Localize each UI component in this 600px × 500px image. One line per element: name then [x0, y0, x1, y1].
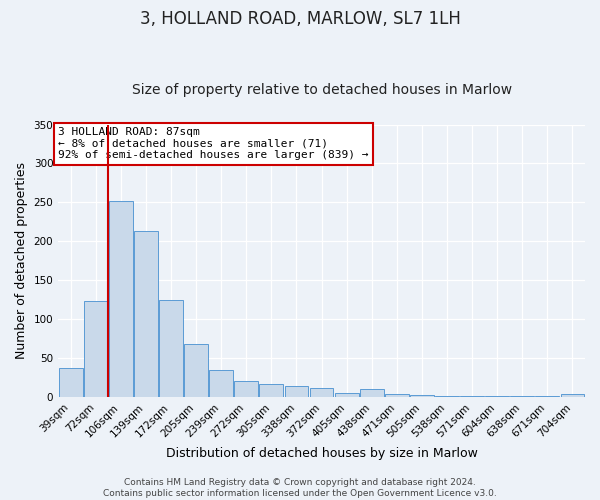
Bar: [485, 396, 509, 397]
Bar: [435, 396, 459, 397]
Text: 3 HOLLAND ROAD: 87sqm
← 8% of detached houses are smaller (71)
92% of semi-detac: 3 HOLLAND ROAD: 87sqm ← 8% of detached h…: [58, 128, 368, 160]
Bar: [460, 396, 484, 397]
Bar: [134, 231, 158, 397]
Bar: [284, 386, 308, 397]
X-axis label: Distribution of detached houses by size in Marlow: Distribution of detached houses by size …: [166, 447, 478, 460]
Text: Contains HM Land Registry data © Crown copyright and database right 2024.
Contai: Contains HM Land Registry data © Crown c…: [103, 478, 497, 498]
Bar: [235, 382, 258, 397]
Bar: [560, 394, 584, 397]
Y-axis label: Number of detached properties: Number of detached properties: [15, 162, 28, 360]
Bar: [360, 389, 383, 397]
Bar: [84, 301, 108, 397]
Bar: [335, 393, 359, 397]
Bar: [310, 388, 334, 397]
Bar: [209, 370, 233, 397]
Bar: [410, 396, 434, 397]
Title: Size of property relative to detached houses in Marlow: Size of property relative to detached ho…: [131, 83, 512, 97]
Bar: [59, 368, 83, 397]
Bar: [535, 396, 559, 397]
Bar: [511, 396, 534, 397]
Bar: [184, 344, 208, 397]
Text: 3, HOLLAND ROAD, MARLOW, SL7 1LH: 3, HOLLAND ROAD, MARLOW, SL7 1LH: [140, 10, 460, 28]
Bar: [259, 384, 283, 397]
Bar: [109, 201, 133, 397]
Bar: [385, 394, 409, 397]
Bar: [159, 300, 183, 397]
